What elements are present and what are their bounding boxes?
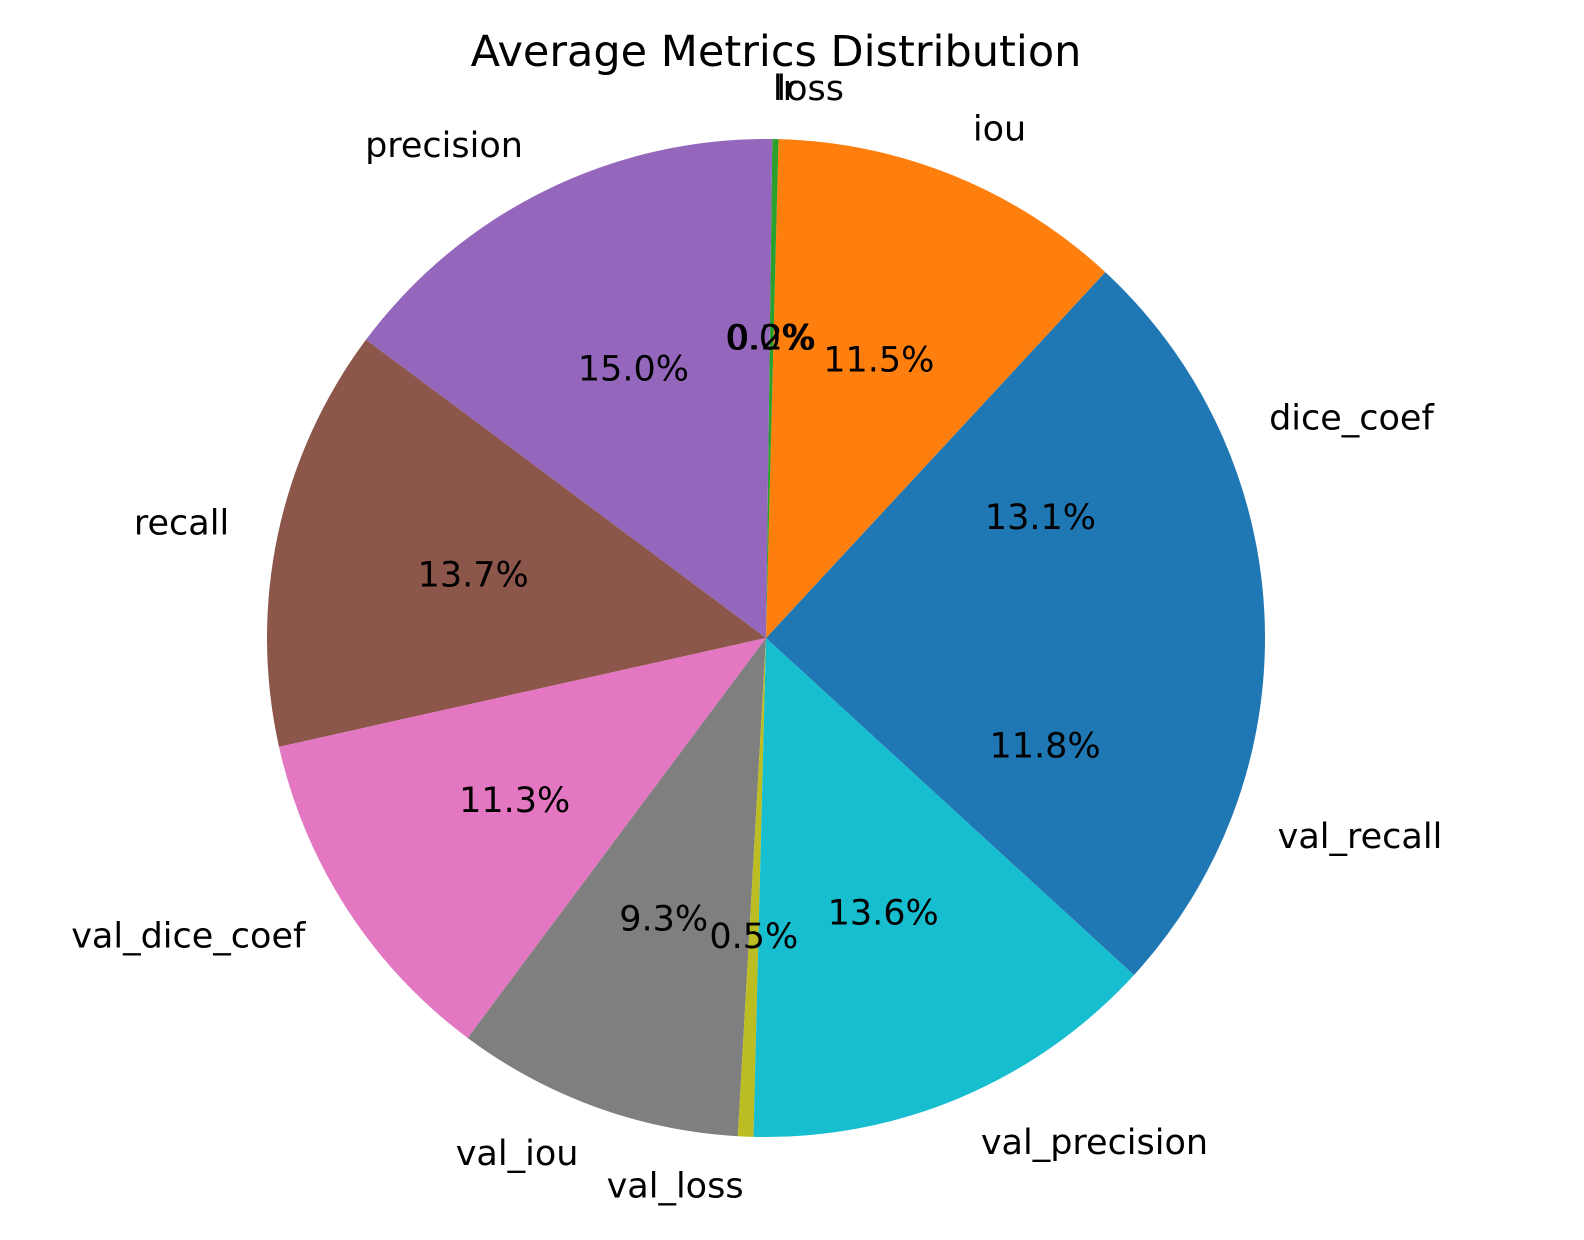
percent-label-val-loss: 0.5% xyxy=(709,917,798,957)
chart-title: Average Metrics Distribution xyxy=(471,27,1082,77)
slice-label-val-iou: val_iou xyxy=(456,1134,579,1174)
slice-label-iou: iou xyxy=(973,110,1026,150)
percent-label-lr: 0.0% xyxy=(725,319,814,359)
pie-slice-recall xyxy=(267,339,766,747)
percent-label-val-dice-coef: 11.3% xyxy=(459,781,570,821)
pie-slice-dice-coef xyxy=(766,272,1265,638)
percent-label-iou: 11.5% xyxy=(823,341,934,381)
pie-slice-val-recall xyxy=(766,638,1265,975)
pie-slice-iou xyxy=(766,139,1106,638)
percent-label-loss: 0.2% xyxy=(727,319,816,359)
slice-label-recall: recall xyxy=(134,503,229,543)
pie-slice-val-precision xyxy=(753,638,1135,1137)
percent-label-val-precision: 13.6% xyxy=(828,894,939,934)
pie-slice-precision xyxy=(366,139,773,638)
percent-labels: 13.1% 11.5%0.2%0.0% 15.0% 13.7% 11.3% 9.3% 0.5… xyxy=(418,319,1101,958)
slice-label-val-dice-coef: val_dice_coef xyxy=(71,916,306,956)
slice-label-val-loss: val_loss xyxy=(607,1166,744,1206)
percent-label-precision: 15.0% xyxy=(578,350,689,390)
pie-slice-val-loss xyxy=(737,638,766,1137)
slice-label-loss: loss xyxy=(776,69,844,109)
pie-slice-val-iou xyxy=(467,638,766,1137)
slice-label-dice-coef: dice_coef xyxy=(1269,398,1434,438)
slice-label-val-precision: val_precision xyxy=(981,1123,1208,1163)
pie-slice-loss xyxy=(766,139,779,638)
percent-label-recall: 13.7% xyxy=(418,555,529,595)
slice-label-lr: lr xyxy=(773,69,798,109)
percent-label-val-recall: 11.8% xyxy=(989,726,1100,766)
pie-slices xyxy=(267,139,1265,1137)
percent-label-val-iou: 9.3% xyxy=(619,899,708,939)
slice-label-val-recall: val_recall xyxy=(1278,817,1443,857)
slice-label-precision: precision xyxy=(365,126,523,166)
percent-label-dice-coef: 13.1% xyxy=(985,498,1096,538)
pie-slice-val-dice-coef xyxy=(279,638,766,1038)
